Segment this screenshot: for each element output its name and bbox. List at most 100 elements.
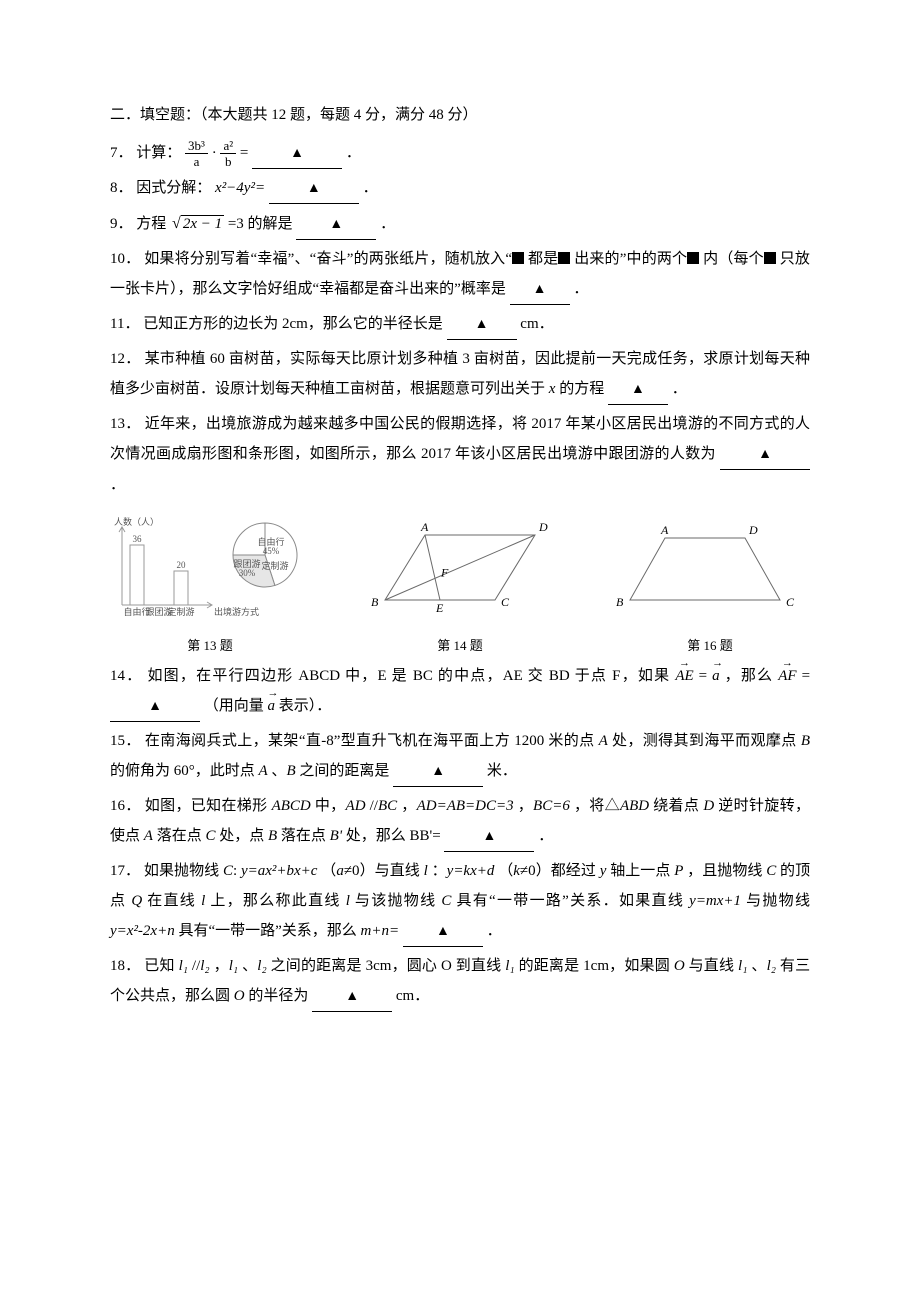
eq: m+n= bbox=[361, 923, 400, 939]
q8-end: ． bbox=[363, 180, 378, 196]
blank-marker: ▲ bbox=[290, 140, 304, 168]
q16-t4: ， bbox=[518, 798, 533, 814]
line: l₁ bbox=[229, 958, 238, 974]
ne: ≠0）与直线 bbox=[344, 863, 424, 879]
question-16: 16． 如图，已知在梯形 ABCD 中，AD //BC ，AD=AB=DC=3 … bbox=[110, 791, 810, 852]
parallel: // bbox=[370, 798, 378, 814]
answer-blank: ▲ bbox=[312, 981, 392, 1012]
q7-eq: = bbox=[240, 145, 252, 161]
answer-blank: ▲ bbox=[720, 439, 810, 470]
q14-eq1: = bbox=[699, 668, 712, 684]
q12-t1: 某市种植 60 亩树苗，实际每天比原计划多种植 3 亩树苗，因此提前一天完成任务… bbox=[110, 351, 810, 397]
var: a bbox=[336, 863, 344, 879]
q15-num: 15． bbox=[110, 733, 141, 749]
q7-dot: · bbox=[212, 145, 217, 161]
svg-text:45%: 45% bbox=[263, 546, 280, 556]
circle-O: O bbox=[674, 958, 685, 974]
q16-t8: 落在点 bbox=[157, 828, 206, 844]
black-square-icon bbox=[512, 252, 524, 264]
question-9: 9． 方程 2x − 1 =3 的解是 ▲ ． bbox=[110, 208, 810, 240]
black-square-icon bbox=[687, 252, 699, 264]
svg-text:人数（人）: 人数（人） bbox=[114, 516, 159, 527]
q11-text: 已知正方形的边长为 2cm，那么它的半径长是 bbox=[143, 316, 443, 332]
q10-end: ． bbox=[573, 281, 588, 297]
question-7: 7． 计算： 3b³ a · a² b = ▲ ． bbox=[110, 138, 810, 169]
answer-blank: ▲ bbox=[510, 274, 570, 305]
q10-t3: 出来的”中的两个 bbox=[574, 251, 687, 267]
q14-t1: 如图，在平行四边形 ABCD 中，E 是 BC 的中点，AE 交 BD 于点 F… bbox=[147, 668, 670, 684]
q18-t6: 与直线 bbox=[689, 958, 738, 974]
q7-frac2: a² b bbox=[220, 139, 236, 168]
eqs: BC=6 bbox=[533, 798, 570, 814]
svg-text:D: D bbox=[538, 520, 548, 534]
q18-t2: ， bbox=[214, 958, 229, 974]
line: l₂ bbox=[200, 958, 209, 974]
q17-t12: 与抛物线 bbox=[746, 893, 810, 909]
eq: y=ax²+bx+c bbox=[241, 863, 318, 879]
question-11: 11． 已知正方形的边长为 2cm，那么它的半径长是 ▲ cm． bbox=[110, 309, 810, 340]
q18-num: 18． bbox=[110, 958, 140, 974]
q15-t3: 的俯角为 60°，此时点 bbox=[110, 763, 259, 779]
q16-t6: 绕着点 bbox=[653, 798, 703, 814]
q8-pre: 因式分解： bbox=[136, 180, 211, 196]
q18-unit: cm． bbox=[396, 988, 429, 1004]
q15-t2: 处，测得其到海平而观摩点 bbox=[612, 733, 801, 749]
pt-A: A bbox=[259, 763, 268, 779]
pt: A bbox=[144, 828, 153, 844]
black-square-icon bbox=[764, 252, 776, 264]
q13-text: 近年来，出境旅游成为越来越多中国公民的假期选择，将 2017 年某小区居民出境游… bbox=[110, 416, 810, 462]
q17-t8: 在直线 bbox=[147, 893, 201, 909]
curve-C: C bbox=[766, 863, 776, 879]
q17-t3: ： bbox=[432, 863, 447, 879]
q15-unit: 米． bbox=[487, 763, 517, 779]
svg-text:A: A bbox=[660, 523, 669, 537]
svg-text:B: B bbox=[616, 595, 624, 609]
q10-num: 10． bbox=[110, 251, 140, 267]
frac-num: 3b³ bbox=[185, 139, 208, 154]
line-l: l bbox=[201, 893, 205, 909]
curve-C: C bbox=[223, 863, 233, 879]
blank-marker: ▲ bbox=[758, 441, 772, 469]
q17-t9: 上，那么称此直线 bbox=[210, 893, 345, 909]
q13-end: ． bbox=[110, 477, 125, 493]
q16-t3: ， bbox=[401, 798, 416, 814]
q9-end: ． bbox=[380, 216, 395, 232]
line: l₂ bbox=[257, 958, 266, 974]
parallel: // bbox=[192, 958, 200, 974]
q16-t1: 如图，已知在梯形 bbox=[145, 798, 272, 814]
answer-blank: ▲ bbox=[608, 374, 668, 405]
q12-var: x bbox=[549, 381, 556, 397]
svg-text:C: C bbox=[501, 595, 510, 609]
eq: y=kx+d bbox=[447, 863, 495, 879]
section-header: 二．填空题：（本大题共 12 题，每题 4 分，满分 48 分） bbox=[110, 100, 810, 130]
q10-t2: 都是 bbox=[528, 251, 558, 267]
answer-blank: ▲ bbox=[110, 691, 200, 722]
q14-num: 14． bbox=[110, 668, 142, 684]
colon: : bbox=[233, 863, 241, 879]
svg-text:E: E bbox=[435, 601, 444, 615]
q17-t4: （ bbox=[498, 863, 513, 879]
pt: Q bbox=[131, 893, 142, 909]
q9-post: =3 的解是 bbox=[228, 216, 293, 232]
seg: BC bbox=[378, 798, 397, 814]
svg-text:20: 20 bbox=[177, 560, 187, 570]
q14-t2: ，那么 bbox=[725, 668, 774, 684]
q16-t2: 中， bbox=[315, 798, 346, 814]
circle-O: O bbox=[234, 988, 245, 1004]
question-13: 13． 近年来，出境旅游成为越来越多中国公民的假期选择，将 2017 年某小区居… bbox=[110, 409, 810, 500]
svg-text:C: C bbox=[786, 595, 795, 609]
q17-t10: 与该抛物线 bbox=[355, 893, 441, 909]
blank-marker: ▲ bbox=[345, 983, 359, 1011]
q18-t1: 已知 bbox=[144, 958, 178, 974]
question-17: 17． 如果抛物线 C: y=ax²+bx+c （a≠0）与直线 l ：y=kx… bbox=[110, 856, 810, 947]
pts: ABCD bbox=[272, 798, 311, 814]
pt-B: B bbox=[286, 763, 295, 779]
q16-t9: 处，点 bbox=[219, 828, 268, 844]
figure-16: ADBC 第 16 题 bbox=[610, 520, 810, 659]
svg-text:B: B bbox=[371, 595, 379, 609]
line: l₁ bbox=[505, 958, 514, 974]
question-15: 15． 在南海阅兵式上，某架“直-8”型直升飞机在海平面上方 1200 米的点 … bbox=[110, 726, 810, 787]
q12-end: ． bbox=[672, 381, 687, 397]
q17-t2: （ bbox=[321, 863, 336, 879]
q13-num: 13． bbox=[110, 416, 141, 432]
